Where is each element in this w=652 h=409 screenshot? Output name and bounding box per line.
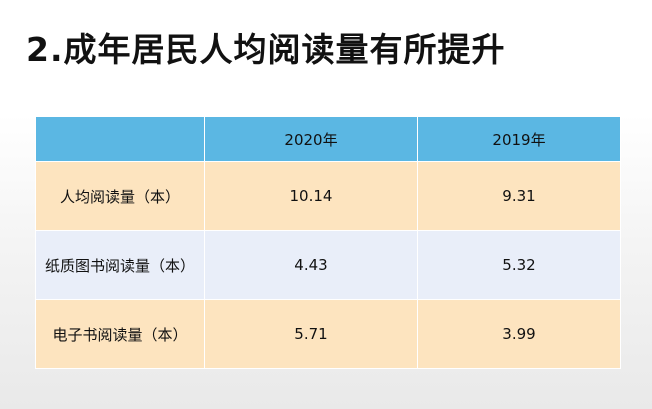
reading-volume-table: 2020年 2019年 人均阅读量（本） 10.14 9.31 纸质图书阅读量（… xyxy=(35,116,621,369)
row-label: 电子书阅读量（本） xyxy=(35,299,205,369)
table-header-row: 2020年 2019年 xyxy=(35,116,621,162)
header-cell-2019: 2019年 xyxy=(417,116,621,162)
table-row: 纸质图书阅读量（本） 4.43 5.32 xyxy=(35,230,621,300)
header-cell-2020: 2020年 xyxy=(204,116,418,162)
value-2020: 10.14 xyxy=(204,161,418,231)
row-label: 人均阅读量（本） xyxy=(35,161,205,231)
value-2020: 4.43 xyxy=(204,230,418,300)
row-label: 纸质图书阅读量（本） xyxy=(35,230,205,300)
value-2019: 3.99 xyxy=(417,299,621,369)
header-cell-empty xyxy=(35,116,205,162)
slide-title: 2.成年居民人均阅读量有所提升 xyxy=(26,30,506,69)
table-row: 人均阅读量（本） 10.14 9.31 xyxy=(35,161,621,231)
value-2020: 5.71 xyxy=(204,299,418,369)
value-2019: 9.31 xyxy=(417,161,621,231)
value-2019: 5.32 xyxy=(417,230,621,300)
table-row: 电子书阅读量（本） 5.71 3.99 xyxy=(35,299,621,369)
